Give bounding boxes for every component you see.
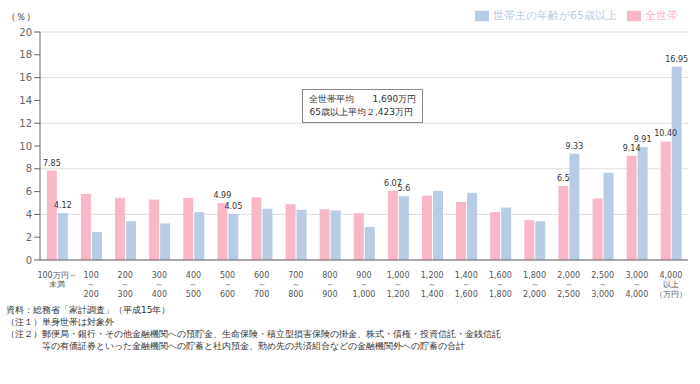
svg-text:9.91: 9.91	[634, 135, 652, 144]
svg-text:4.12: 4.12	[54, 201, 72, 210]
svg-text:600～700: 600～700	[254, 271, 269, 299]
svg-text:100～200: 100～200	[84, 271, 99, 299]
svg-text:8: 8	[26, 163, 32, 174]
html-text:全世帯: 全世帯	[645, 9, 678, 22]
html-text:等の有価証券といった金融機関への貯蓄と社内預金、勤め先の共済: 等の有価証券といった金融機関への貯蓄と社内預金、勤め先の共済組合などの金融機関外…	[6, 341, 465, 351]
svg-text:18: 18	[19, 49, 32, 60]
svg-text:14: 14	[19, 95, 32, 106]
svg-text:800～900: 800～900	[322, 271, 337, 299]
svg-text:4: 4	[26, 209, 32, 220]
svg-text:10: 10	[19, 141, 32, 152]
svg-text:6.5: 6.5	[557, 174, 570, 183]
svg-text:1,600～1,800: 1,600～1,800	[489, 271, 512, 299]
svg-text:1,200～1,400: 1,200～1,400	[421, 271, 444, 299]
svg-text:16: 16	[19, 72, 32, 83]
svg-text:9.33: 9.33	[565, 142, 583, 151]
svg-text:1,000～1,200: 1,000～1,200	[387, 271, 410, 299]
svg-text:2,500～3,000: 2,500～3,000	[591, 271, 614, 299]
svg-text:4.99: 4.99	[213, 191, 231, 200]
svg-text:4.05: 4.05	[224, 202, 242, 211]
svg-text:20: 20	[19, 27, 32, 38]
svg-text:7.85: 7.85	[43, 159, 61, 168]
svg-text:900～1,000: 900～1,000	[353, 271, 376, 299]
html-text:資料：総務省「家計調査」（平成15年）: 資料：総務省「家計調査」（平成15年）	[6, 305, 171, 315]
svg-text:3,000～4,000: 3,000～4,000	[625, 271, 648, 299]
html-text:全世帯平均 1,690万円 65歳以上平均２,423万円: 全世帯平均 1,690万円 65歳以上平均２,423万円	[309, 94, 417, 117]
svg-text:12: 12	[19, 118, 32, 129]
html-text:世帯主の年齢が65歳以上: 世帯主の年齢が65歳以上	[493, 9, 617, 22]
svg-text:9.14: 9.14	[623, 144, 641, 153]
svg-text:2,000～2,500: 2,000～2,500	[557, 271, 580, 299]
svg-text:16.95: 16.95	[665, 55, 688, 64]
svg-text:0: 0	[26, 255, 32, 266]
svg-text:1,800～2,000: 1,800～2,000	[523, 271, 546, 299]
svg-text:1,400～1,600: 1,400～1,600	[455, 271, 478, 299]
svg-text:200～300: 200～300	[118, 271, 133, 299]
svg-text:10.40: 10.40	[654, 129, 677, 138]
svg-text:500～600: 500～600	[220, 271, 235, 299]
html-text:（注１）単身世帯は対象外: （注１）単身世帯は対象外	[6, 317, 114, 327]
svg-text:300～400: 300～400	[152, 271, 167, 299]
svg-text:4,000以上（万円）: 4,000以上（万円）	[655, 271, 687, 299]
svg-text:100万円～未満: 100万円～未満	[37, 271, 76, 290]
svg-text:700～800: 700～800	[288, 271, 303, 299]
html-text:（注２）郵便局・銀行・その他金融機関への預貯金、生命保険・積: （注２）郵便局・銀行・その他金融機関への預貯金、生命保険・積立型損害保険の掛金、…	[6, 329, 501, 339]
svg-text:6.07: 6.07	[384, 178, 402, 188]
svg-text:2: 2	[26, 232, 32, 243]
svg-text:5.6: 5.6	[398, 184, 411, 193]
svg-text:400～500: 400～500	[186, 271, 201, 299]
svg-text:6: 6	[26, 186, 32, 197]
